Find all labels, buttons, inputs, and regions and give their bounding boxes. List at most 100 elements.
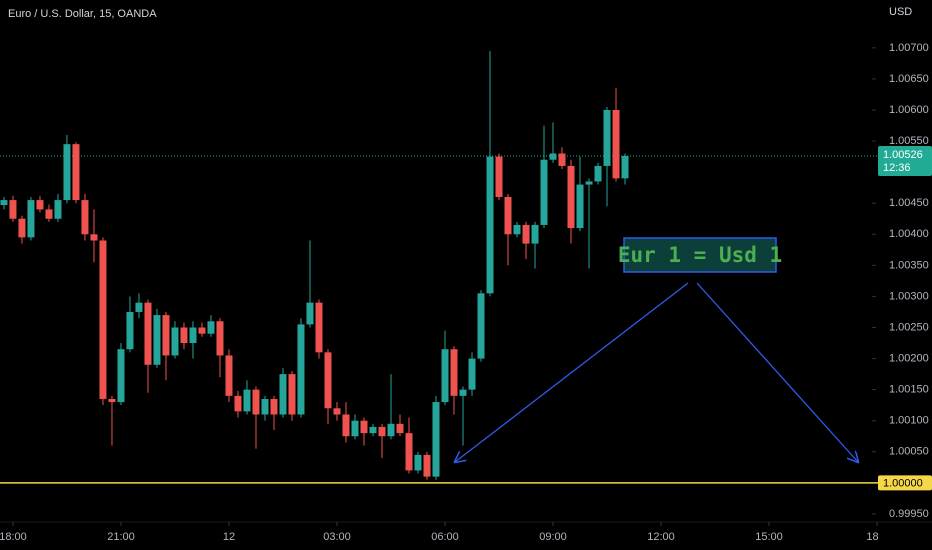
candle-body	[153, 315, 161, 365]
candle-body	[243, 389, 251, 412]
annotation-text: Eur 1 = Usd 1	[618, 243, 782, 267]
candle-body	[441, 349, 449, 403]
last-price-label: 1.00526	[883, 149, 923, 161]
candle-body	[315, 302, 323, 353]
candle-body	[252, 389, 260, 415]
candle-body	[261, 398, 269, 415]
currency-label: USD	[889, 6, 912, 18]
y-tick-label: 1.00550	[889, 135, 929, 147]
y-tick-label: 1.00350	[889, 259, 929, 271]
y-tick-label: 1.00450	[889, 197, 929, 209]
candle-body	[324, 352, 332, 409]
candle-body	[477, 293, 485, 359]
y-tick-label: 1.00300	[889, 290, 929, 302]
candle-body	[99, 240, 107, 399]
x-tick-label: 06:00	[431, 531, 459, 543]
candle-body	[585, 181, 593, 185]
candle-body	[522, 224, 530, 244]
candle-body	[234, 395, 242, 412]
candle-body	[36, 200, 44, 210]
candle-body	[558, 153, 566, 166]
candle-body	[423, 454, 431, 477]
countdown-label: 12:36	[883, 162, 911, 174]
candle-body	[135, 302, 143, 312]
x-tick-label: 12:00	[647, 531, 675, 543]
candle-body	[297, 324, 305, 415]
y-tick-label: 1.00700	[889, 42, 929, 54]
candle-body	[63, 144, 71, 201]
candle-body	[450, 349, 458, 396]
candle-body	[171, 327, 179, 356]
price-axis: 0.99950 1.00050 1.00100 1.00150 1.00200 1.002…	[872, 42, 932, 520]
annotation-box	[623, 237, 777, 273]
candle-body	[288, 374, 296, 415]
candle-body	[594, 165, 602, 182]
candle-body	[459, 389, 467, 396]
candle-body	[387, 423, 395, 437]
y-tick-label: 1.00400	[889, 228, 929, 240]
candle-body	[369, 426, 377, 434]
y-tick-label: 1.00600	[889, 104, 929, 116]
candle-body	[396, 423, 404, 434]
x-tick-label: 15:00	[755, 531, 783, 543]
candle-body	[540, 159, 548, 225]
candle-body	[18, 218, 26, 238]
candle-body	[414, 454, 422, 471]
candle-body	[207, 321, 215, 334]
y-tick-label: 1.00200	[889, 352, 929, 364]
candle-body	[45, 209, 53, 219]
candle-body	[54, 200, 62, 219]
candle-body	[90, 234, 98, 241]
candle-body	[576, 184, 584, 229]
x-tick-label: 03:00	[323, 531, 351, 543]
x-tick-label: 21:00	[107, 531, 135, 543]
candle-body	[81, 200, 89, 235]
candle-body	[108, 398, 116, 403]
y-tick-label: 1.00050	[889, 446, 929, 458]
candle-body	[360, 420, 368, 434]
x-tick-label: 18:0	[866, 531, 887, 543]
candle-body	[549, 153, 557, 160]
chart-title: Euro / U.S. Dollar, 15, OANDA	[8, 8, 157, 20]
candle-body	[270, 398, 278, 415]
candle-body	[495, 156, 503, 197]
candle-body	[603, 109, 611, 166]
level-label: 1.00000	[883, 477, 923, 489]
time-axis: 18:00 21:00 12 03:00 06:00 09:00 12:00 15:00 18:…	[0, 522, 887, 543]
x-tick-label: 09:00	[539, 531, 567, 543]
candle-body	[432, 402, 440, 477]
candle-body	[27, 200, 35, 238]
candle-body	[612, 109, 620, 179]
candle-body	[378, 426, 386, 437]
y-tick-label: 0.99950	[889, 508, 929, 520]
candle-body	[279, 374, 287, 415]
candle-body	[198, 327, 206, 334]
last-price-badge	[878, 145, 932, 176]
plot-area	[0, 50, 878, 484]
candle-body	[351, 420, 359, 437]
candle-body	[405, 433, 413, 471]
candle-body	[621, 155, 629, 179]
candle-body	[333, 408, 341, 415]
candle-body	[486, 156, 494, 294]
x-tick-label: 12	[223, 531, 235, 543]
candle-body	[117, 349, 125, 403]
candle-body	[9, 200, 17, 219]
candle-body	[216, 321, 224, 356]
candle-body	[126, 311, 134, 350]
candle-body	[72, 144, 80, 201]
y-tick-label: 1.00150	[889, 384, 929, 396]
candle-body	[180, 327, 188, 344]
candle-body	[144, 302, 152, 365]
candle-body	[504, 196, 512, 235]
candle-body	[513, 224, 521, 235]
y-tick-label: 1.00100	[889, 415, 929, 427]
candle-body	[306, 302, 314, 325]
y-tick-label: 1.00650	[889, 73, 929, 85]
candle-body	[342, 414, 350, 437]
candle-body	[531, 224, 539, 244]
candle-body	[189, 327, 197, 344]
